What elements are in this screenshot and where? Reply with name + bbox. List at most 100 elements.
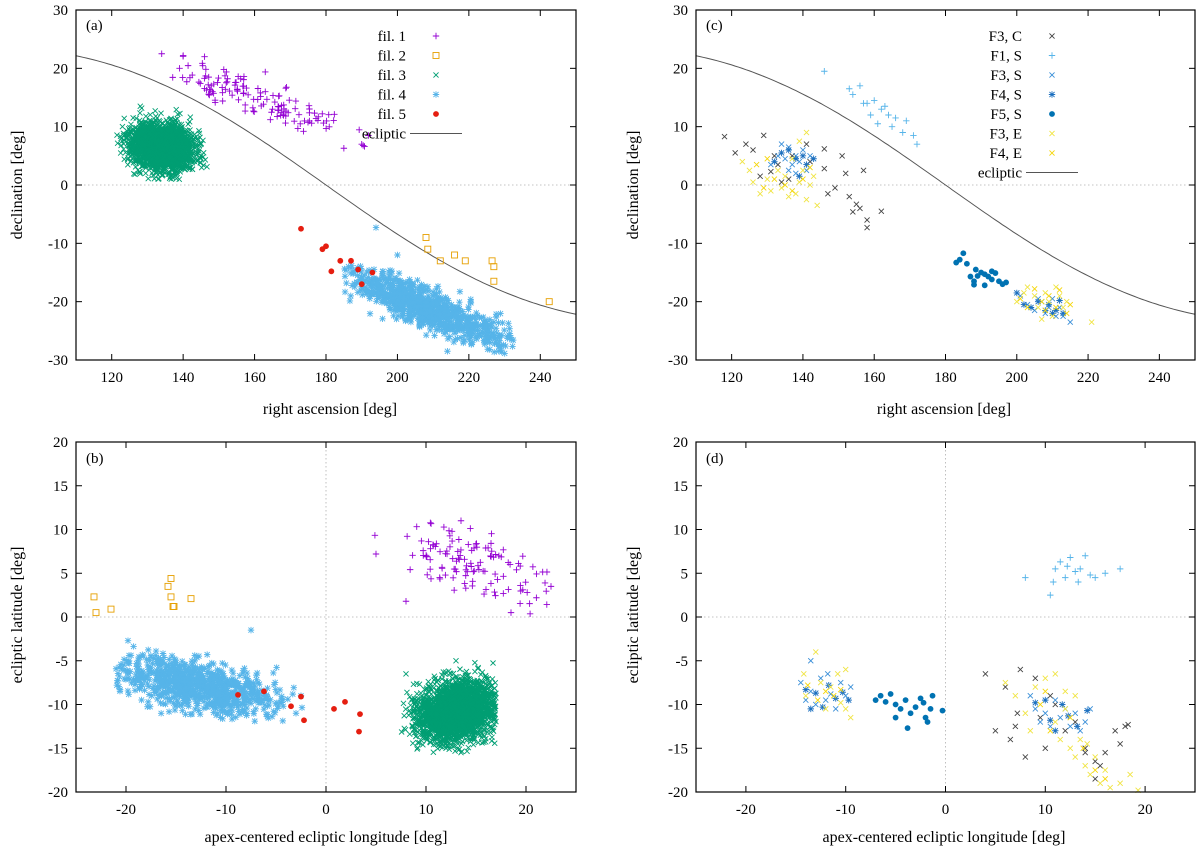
data-point: [369, 269, 376, 276]
data-point: [158, 110, 164, 117]
data-point: [405, 300, 412, 307]
data-point: [406, 285, 413, 292]
data-point: [426, 565, 434, 573]
data-point: [147, 111, 154, 118]
data-point: [543, 568, 551, 576]
data-point: [456, 298, 463, 306]
data-point: [533, 594, 540, 601]
data-point: [427, 519, 434, 527]
data-point: [399, 312, 406, 319]
data-point: [473, 309, 480, 317]
data-point: [455, 319, 462, 326]
data-point: [223, 68, 230, 76]
data-point: [205, 90, 212, 98]
data-point: [509, 343, 516, 350]
data-point: [403, 533, 411, 540]
data-point: [462, 572, 469, 579]
data-point: [372, 550, 380, 558]
data-point: [449, 303, 456, 311]
data-point: [381, 290, 388, 297]
data-point: [177, 110, 183, 117]
data-point: [152, 107, 159, 114]
data-point: [306, 109, 313, 117]
data-point: [201, 53, 208, 60]
data-point: [330, 117, 337, 124]
data-point: [547, 583, 555, 590]
data-point: [273, 113, 281, 120]
data-point: [254, 96, 261, 103]
ecliptic-line: [75, 55, 577, 315]
x-tick-label: 140: [172, 370, 195, 386]
data-point: [423, 331, 430, 339]
data-point: [218, 84, 226, 91]
data-point: [176, 65, 183, 72]
data-point: [137, 168, 143, 175]
data-point: [205, 73, 212, 81]
data-point: [292, 97, 300, 105]
data-point: [308, 119, 315, 127]
data-point: [363, 268, 370, 276]
legend-label: fil. 2: [378, 49, 406, 65]
data-point: [124, 156, 131, 163]
data-point: [382, 275, 389, 282]
data-point: [481, 325, 488, 332]
data-point: [490, 660, 496, 666]
data-point: [500, 546, 507, 553]
data-point: [409, 299, 417, 306]
data-point: [488, 548, 495, 555]
data-point: [447, 323, 454, 330]
data-point: [451, 251, 459, 259]
data-point: [341, 288, 349, 296]
data-point: [465, 306, 472, 313]
data-point: [178, 121, 185, 128]
data-point: [291, 105, 299, 112]
x-tick-label: 120: [100, 370, 123, 386]
data-point: [494, 576, 501, 583]
data-point: [402, 278, 409, 286]
data-point: [294, 125, 302, 132]
data-point: [487, 552, 494, 560]
data-point: [291, 117, 298, 125]
data-point: [226, 87, 233, 95]
data-point: [457, 517, 465, 524]
data-point: [167, 593, 175, 601]
data-point: [469, 582, 476, 590]
data-point: [183, 78, 190, 85]
data-point: [429, 292, 436, 300]
data-point: [391, 289, 398, 297]
data-point: [124, 161, 131, 168]
data-point: [297, 120, 304, 128]
data-point: [267, 116, 274, 123]
data-point: [145, 175, 152, 182]
data-point: [419, 547, 427, 554]
data-point: [491, 588, 498, 596]
data-point: [121, 115, 128, 122]
data-point: [277, 112, 284, 119]
data-point: [522, 578, 529, 586]
data-point: [491, 570, 499, 578]
series-b-1: [371, 517, 555, 618]
data-point: [274, 103, 282, 110]
data-point: [422, 234, 430, 241]
data-point: [516, 600, 524, 607]
data-point: [427, 575, 435, 583]
data-point: [354, 289, 362, 296]
data-point: [228, 91, 236, 99]
data-point: [456, 288, 464, 295]
data-point: [205, 81, 212, 88]
data-point: [160, 168, 167, 175]
data-point: [358, 281, 365, 288]
data-point: [430, 749, 437, 756]
data-point: [533, 570, 540, 578]
data-point: [202, 66, 210, 73]
data-point: [262, 68, 269, 76]
data-point: [446, 333, 453, 340]
data-point: [184, 62, 192, 69]
data-point: [198, 140, 205, 147]
data-point: [395, 270, 403, 277]
y-tick-label: 30: [53, 3, 68, 19]
data-point: [431, 319, 439, 327]
data-point: [322, 125, 330, 132]
data-point: [505, 320, 512, 327]
